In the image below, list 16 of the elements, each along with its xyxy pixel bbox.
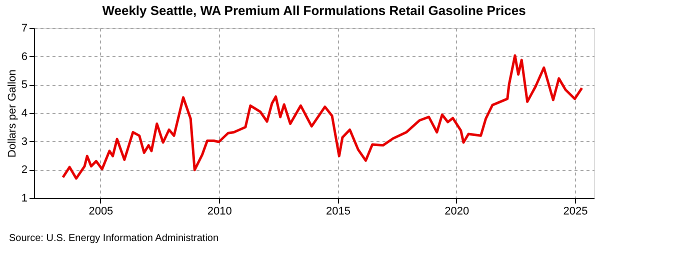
line-series: [62, 54, 584, 180]
x-tick-label: 2025: [563, 206, 588, 218]
y-tick-label: 5: [21, 79, 28, 92]
y-tick-label: 3: [21, 136, 28, 148]
y-tick-label: 2: [21, 164, 28, 176]
chart-title: Weekly Seattle, WA Premium All Formulations Retail Gasoline Prices: [102, 3, 526, 18]
y-tick-label: 1: [21, 192, 28, 204]
y-tick-label: 4: [21, 108, 28, 120]
x-tick-label: 2015: [326, 206, 350, 218]
y-axis-title: Dollars per Gallon: [6, 69, 18, 158]
y-tick-label: 6: [21, 50, 28, 63]
x-tick-label: 2010: [207, 206, 232, 218]
source-note: Source: U.S. Energy Information Administration: [9, 233, 219, 244]
y-tick-label: 7: [21, 22, 28, 34]
x-tick-label: 2005: [88, 206, 114, 218]
x-tick-label: 2020: [444, 206, 470, 218]
